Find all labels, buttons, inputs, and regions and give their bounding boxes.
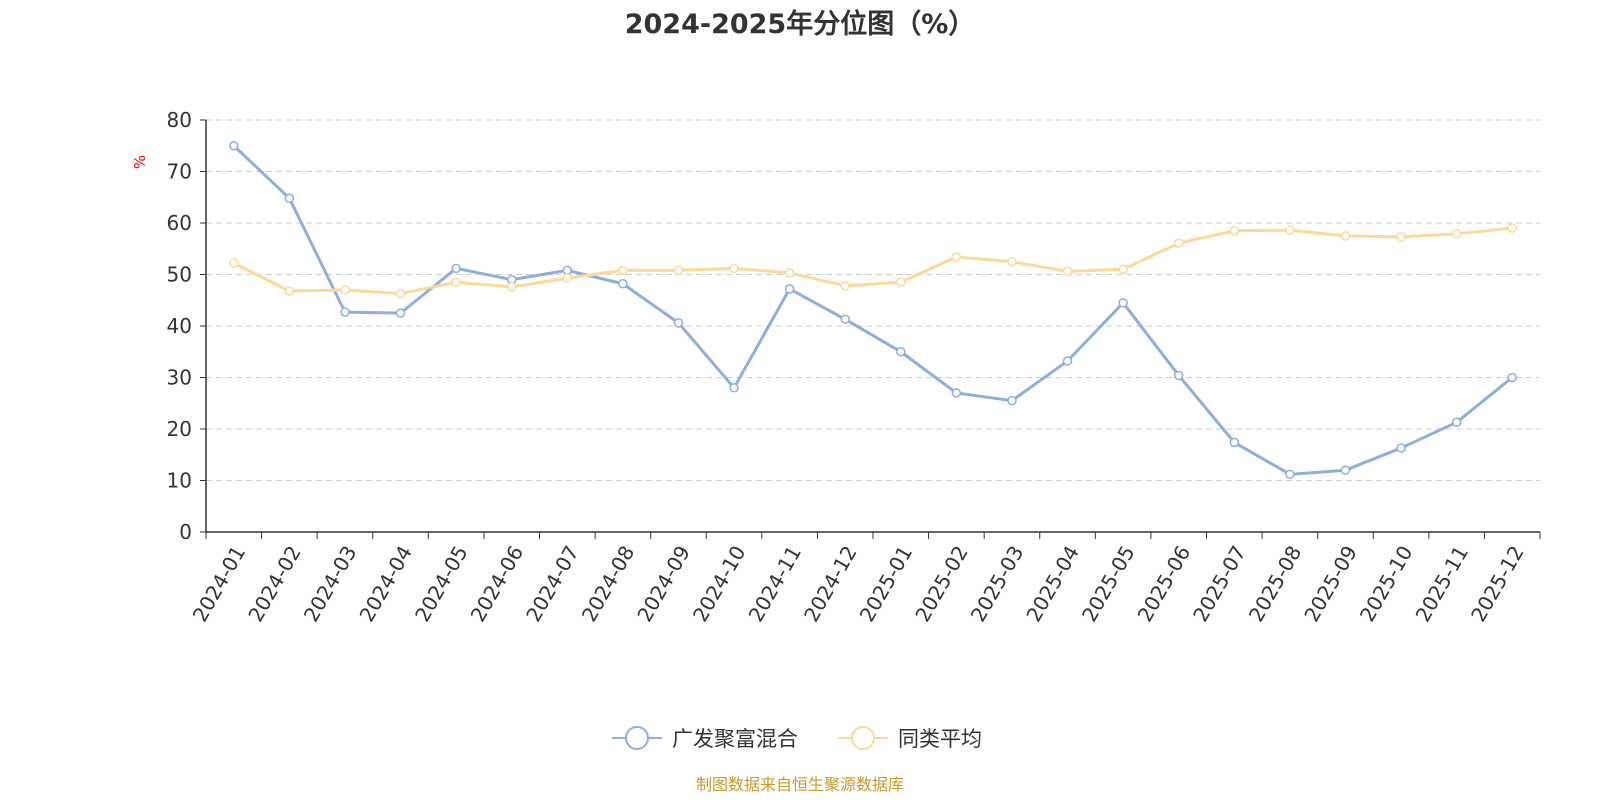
- data-point[interactable]: [340, 307, 350, 317]
- x-tick-label: 2024-02: [243, 542, 306, 626]
- data-point[interactable]: [896, 277, 906, 287]
- x-tick-label: 2025-04: [1021, 542, 1084, 626]
- y-tick-label: 40: [167, 314, 192, 338]
- x-tick-label: 2024-07: [521, 542, 584, 626]
- x-tick-label: 2024-03: [299, 542, 362, 626]
- series-layer: [229, 141, 1517, 480]
- axes: 010203040506070802024-012024-022024-0320…: [167, 108, 1541, 626]
- x-tick-label: 2025-03: [966, 541, 1029, 625]
- data-point[interactable]: [896, 347, 906, 357]
- data-point[interactable]: [673, 318, 684, 328]
- data-point[interactable]: [729, 383, 739, 393]
- x-tick-label: 2024-08: [577, 542, 640, 626]
- data-point[interactable]: [1118, 264, 1128, 275]
- data-point[interactable]: [840, 314, 850, 325]
- legend: 广发聚富混合 同类平均: [612, 726, 982, 751]
- data-point[interactable]: [562, 273, 573, 283]
- source-note: 制图数据来自恒生聚源数据库: [696, 775, 904, 794]
- y-axis-unit: %: [131, 155, 149, 169]
- series-line: [233, 226, 1513, 296]
- y-tick-label: 70: [167, 160, 192, 184]
- data-point[interactable]: [951, 252, 962, 262]
- legend-label: 同类平均: [898, 727, 982, 751]
- data-point[interactable]: [395, 308, 406, 318]
- grid: [206, 119, 1540, 481]
- y-tick-label: 80: [167, 108, 192, 132]
- data-point[interactable]: [395, 288, 406, 299]
- x-tick-label: 2025-07: [1188, 542, 1251, 626]
- data-point[interactable]: [673, 265, 684, 276]
- y-tick-label: 30: [167, 366, 192, 390]
- data-point[interactable]: [1118, 298, 1128, 308]
- y-tick-label: 50: [167, 263, 192, 287]
- data-point[interactable]: [1340, 231, 1351, 241]
- y-tick-label: 60: [167, 211, 192, 235]
- x-tick-label: 2024-06: [466, 542, 529, 626]
- chart-title: 2024-2025年分位图（%）: [625, 8, 976, 40]
- x-tick-label: 2024-12: [799, 542, 862, 626]
- x-tick-label: 2024-10: [688, 542, 751, 626]
- data-point[interactable]: [229, 141, 239, 151]
- data-point[interactable]: [1507, 372, 1517, 383]
- x-tick-label: 2025-01: [855, 542, 918, 626]
- data-point[interactable]: [506, 282, 517, 292]
- x-tick-label: 2024-05: [410, 542, 473, 626]
- data-point[interactable]: [840, 281, 850, 291]
- x-tick-label: 2025-05: [1077, 542, 1140, 626]
- data-point[interactable]: [451, 263, 461, 274]
- data-point[interactable]: [1451, 417, 1462, 428]
- data-point[interactable]: [1173, 238, 1184, 248]
- data-point[interactable]: [618, 279, 628, 289]
- data-point[interactable]: [562, 265, 573, 276]
- data-point[interactable]: [1062, 266, 1073, 277]
- y-tick-label: 10: [167, 469, 192, 493]
- data-point[interactable]: [1229, 437, 1240, 448]
- x-tick-label: 2025-11: [1411, 542, 1474, 626]
- data-point[interactable]: [729, 263, 739, 274]
- series-2: [229, 223, 1517, 299]
- x-tick-label: 2025-08: [1244, 542, 1307, 626]
- data-point[interactable]: [284, 286, 295, 296]
- x-tick-label: 2025-09: [1299, 542, 1362, 626]
- series-1: [229, 141, 1517, 480]
- data-point[interactable]: [1451, 229, 1462, 239]
- x-tick-label: 2025-12: [1466, 542, 1529, 626]
- data-point[interactable]: [229, 258, 239, 268]
- data-point[interactable]: [1007, 256, 1017, 267]
- data-point[interactable]: [951, 388, 962, 398]
- data-point[interactable]: [784, 284, 795, 294]
- x-tick-label: 2024-09: [632, 542, 695, 626]
- x-tick-label: 2024-11: [744, 542, 807, 626]
- data-point[interactable]: [1285, 469, 1295, 480]
- x-tick-label: 2025-10: [1355, 542, 1418, 626]
- y-tick-label: 0: [179, 520, 192, 544]
- legend-item[interactable]: 广发聚富混合: [612, 726, 798, 751]
- x-tick-label: 2025-02: [910, 542, 973, 626]
- series-line: [232, 144, 1514, 476]
- data-point[interactable]: [1229, 225, 1240, 236]
- x-tick-label: 2024-04: [354, 542, 417, 626]
- legend-item[interactable]: 同类平均: [838, 726, 982, 751]
- data-point[interactable]: [1062, 356, 1073, 366]
- legend-label: 广发聚富混合: [672, 727, 798, 751]
- data-point[interactable]: [1396, 443, 1406, 453]
- y-tick-label: 20: [167, 417, 192, 441]
- data-point[interactable]: [784, 268, 795, 278]
- data-point[interactable]: [1285, 225, 1295, 235]
- data-point[interactable]: [1507, 223, 1517, 233]
- data-point[interactable]: [1007, 395, 1017, 406]
- data-point[interactable]: [1173, 370, 1184, 381]
- x-tick-label: 2024-01: [188, 542, 251, 626]
- data-point[interactable]: [284, 193, 295, 204]
- x-tick-label: 2025-06: [1133, 542, 1196, 626]
- data-point[interactable]: [618, 265, 628, 276]
- legend-marker: [851, 726, 875, 750]
- data-point[interactable]: [340, 285, 350, 295]
- data-point[interactable]: [1340, 465, 1351, 475]
- data-point[interactable]: [1396, 232, 1406, 242]
- data-point[interactable]: [451, 277, 461, 287]
- legend-marker: [625, 726, 649, 750]
